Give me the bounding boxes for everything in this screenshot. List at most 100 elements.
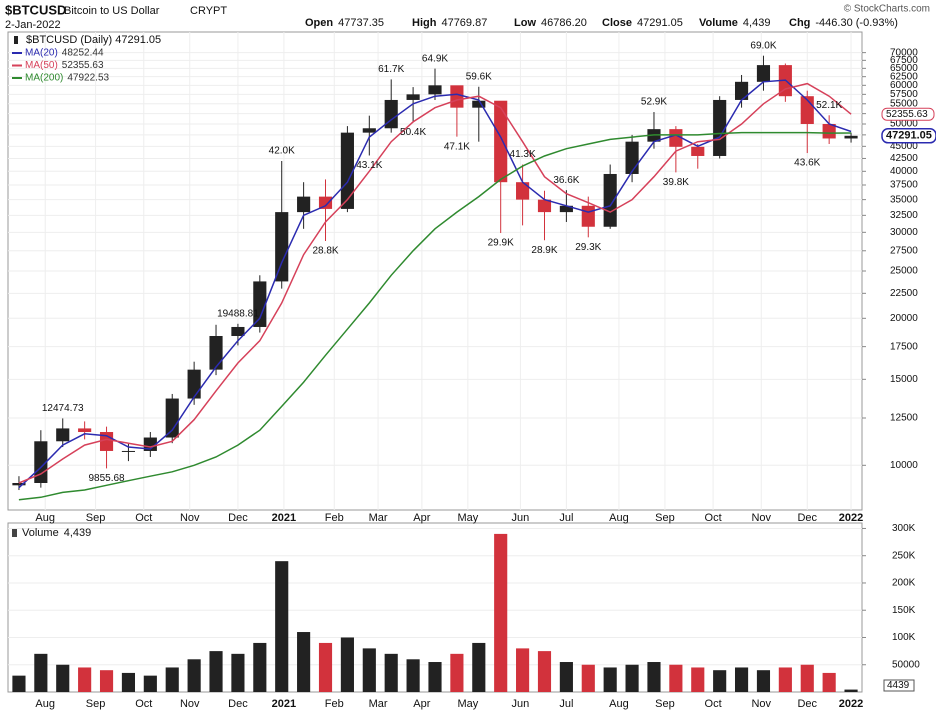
- last-volume-tag: [883, 679, 915, 692]
- candle-body: [822, 123, 836, 139]
- x-tick-label: Aug: [35, 512, 55, 524]
- volume-bar: [713, 670, 727, 692]
- volume-bar: [318, 642, 333, 692]
- price-annotation: 42.0K: [269, 146, 295, 157]
- candle-body: [472, 100, 486, 108]
- volume-bar: [494, 533, 508, 692]
- price-annotation: 59.6K: [466, 71, 492, 82]
- y-tick-label: 27500: [890, 245, 918, 256]
- x-tick-label: Aug: [35, 698, 55, 710]
- y-tick-label: 37500: [890, 180, 918, 191]
- volume-bar: [253, 642, 267, 692]
- moving-average: [18, 82, 852, 484]
- y-tick-label: 60000: [890, 80, 918, 91]
- legend-value: 52355.63: [62, 60, 104, 71]
- legend-entry: MA(50): [25, 60, 58, 71]
- legend-entry: $BTCUSD (Daily) 47291.05: [26, 34, 161, 46]
- instrument-name: Bitcoin to US Dollar: [64, 5, 160, 17]
- x-tick-label: Jul: [559, 698, 573, 710]
- volume-bar: [516, 648, 530, 692]
- stat-value: -446.30 (-0.93%): [815, 17, 898, 29]
- y-tick-label: 300K: [892, 523, 916, 534]
- x-tick-label: Feb: [325, 698, 344, 710]
- volume-bar: [734, 667, 749, 692]
- volume-bar: [559, 662, 573, 692]
- price-annotation: 19488.81: [217, 308, 259, 319]
- candle-body: [209, 335, 223, 370]
- candle-body: [428, 85, 442, 95]
- volume-bar: [822, 672, 836, 692]
- price-annotation: 47.1K: [444, 141, 470, 152]
- candle-body: [143, 437, 157, 451]
- candle-body: [713, 99, 727, 156]
- x-tick-label: Jun: [512, 512, 530, 524]
- candle-body: [494, 100, 508, 183]
- last-volume-tag-label: 4439: [887, 680, 910, 691]
- candle-body: [756, 65, 771, 82]
- candle-body: [450, 85, 464, 108]
- price-annotation: 50.4K: [400, 127, 426, 138]
- x-tick-label: Jul: [559, 512, 573, 524]
- x-tick-label: 2021: [272, 512, 296, 524]
- x-tick-label: Nov: [180, 698, 200, 710]
- x-tick-label: May: [457, 512, 478, 524]
- x-tick-label: Oct: [705, 698, 722, 710]
- volume-bar: [56, 664, 70, 692]
- price-annotation: 52.9K: [641, 97, 667, 108]
- x-tick-label: Aug: [609, 512, 629, 524]
- volume-bar: [187, 659, 201, 692]
- x-tick-label: Mar: [369, 512, 388, 524]
- y-tick-label: 35000: [890, 194, 918, 205]
- candle-body: [297, 196, 311, 213]
- x-tick-label: May: [457, 698, 478, 710]
- y-tick-label: 200K: [892, 578, 916, 589]
- candle-body: [516, 182, 530, 200]
- volume-bar: [844, 689, 858, 692]
- y-tick-label: 55000: [890, 98, 918, 109]
- volume-bar: [581, 664, 595, 692]
- candle-body: [78, 428, 92, 433]
- x-tick-label: Nov: [751, 512, 771, 524]
- date: 2-Jan-2022: [5, 19, 61, 31]
- stat-label: Low: [514, 17, 536, 29]
- legend-entry: Volume: [22, 527, 59, 539]
- candle-body: [734, 81, 749, 100]
- stat-value: 47291.05: [637, 17, 683, 29]
- stat-label: Volume: [699, 17, 738, 29]
- volume-bar: [450, 653, 464, 692]
- price-annotation: 9855.68: [88, 473, 125, 484]
- stat-value: 47769.87: [441, 17, 487, 29]
- x-tick-label: Feb: [325, 512, 344, 524]
- volume-bar: [406, 659, 420, 692]
- volume-bar: [143, 675, 157, 692]
- x-tick-label: Oct: [705, 512, 722, 524]
- candle-body: [581, 205, 595, 227]
- price-annotation: 28.9K: [531, 245, 557, 256]
- volume-bar: [362, 648, 376, 692]
- volume-bar: [384, 653, 398, 692]
- price-annotation: 61.7K: [378, 64, 404, 75]
- volume-bar: [78, 667, 92, 692]
- volume-bar: [275, 561, 289, 692]
- x-tick-label: Dec: [797, 512, 817, 524]
- volume-bar: [428, 662, 442, 692]
- volume-bar: [121, 672, 136, 692]
- volume-bar: [647, 662, 661, 692]
- y-tick-label: 62500: [890, 71, 918, 82]
- y-tick-label: 32500: [890, 210, 918, 221]
- legend-entry: MA(200): [25, 73, 63, 84]
- y-tick-label: 67500: [890, 55, 918, 66]
- candle-body: [121, 450, 136, 452]
- moving-average: [18, 131, 852, 501]
- volume-bar: [472, 642, 486, 692]
- volume-bar: [231, 653, 245, 692]
- stat-value: 46786.20: [541, 17, 587, 29]
- x-tick-label: Dec: [797, 698, 817, 710]
- volume-bar: [756, 670, 771, 692]
- price-annotation: 39.8K: [663, 177, 689, 188]
- candle-body: [187, 369, 201, 399]
- candle-body: [253, 281, 267, 327]
- volume-bar: [800, 664, 814, 692]
- price-annotation: 43.1K: [356, 160, 382, 171]
